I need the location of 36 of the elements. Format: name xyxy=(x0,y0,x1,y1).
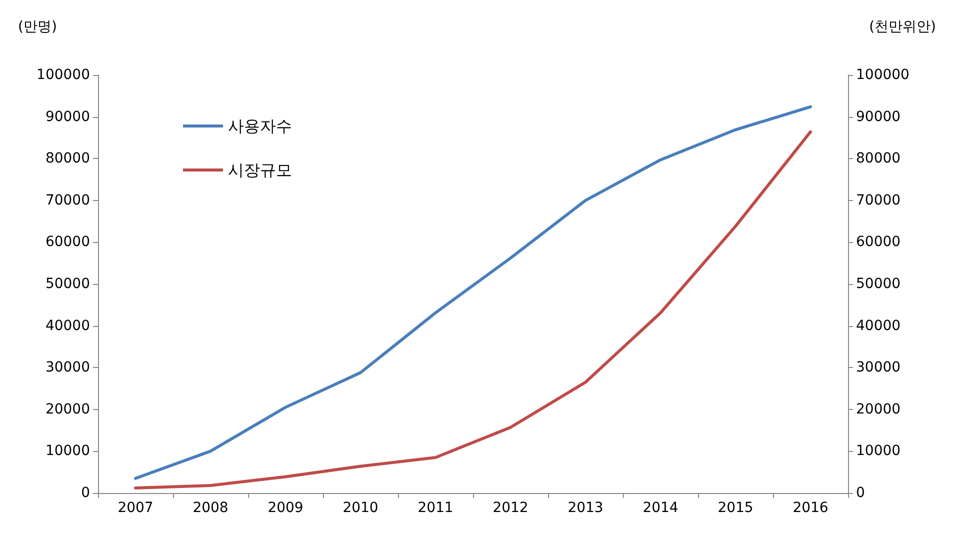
y2-tick-label: 20000 xyxy=(856,401,901,418)
y2-tick-label: 40000 xyxy=(856,318,901,334)
y2-tick-label: 70000 xyxy=(856,192,901,208)
y-tick-label: 10000 xyxy=(45,443,90,460)
x-tick-label: 2011 xyxy=(418,500,454,516)
y2-tick-label: 90000 xyxy=(856,108,901,125)
x-tick-label: 2016 xyxy=(792,500,828,516)
x-tick-label: 2015 xyxy=(718,500,754,516)
x-tick-label: 2012 xyxy=(492,500,528,516)
y2-tick-label: 60000 xyxy=(856,234,901,250)
y-tick-label: 60000 xyxy=(45,234,90,250)
y2-tick-label: 10000 xyxy=(856,443,901,460)
legend-label: 시장규모 xyxy=(228,160,292,180)
y-tick-label: 90000 xyxy=(45,108,90,125)
y-axis-title: (만명) xyxy=(18,19,57,35)
y-tick-label: 40000 xyxy=(45,318,90,334)
y-tick-label: 30000 xyxy=(45,360,90,376)
x-tick-label: 2008 xyxy=(192,500,228,516)
y2-tick-label: 50000 xyxy=(856,276,901,292)
y-tick-label: 20000 xyxy=(45,401,90,418)
x-tick-label: 2013 xyxy=(568,500,604,516)
y2-tick-label: 100000 xyxy=(856,67,910,83)
y-tick-label: 70000 xyxy=(45,192,90,208)
y2-tick-label: 80000 xyxy=(856,150,901,167)
y2-tick-label: 30000 xyxy=(856,360,901,376)
legend-label: 사용자수 xyxy=(228,116,292,136)
y-tick-label: 50000 xyxy=(45,276,90,292)
y-tick-label: 80000 xyxy=(45,150,90,167)
y2-tick-label: 0 xyxy=(856,485,865,501)
x-tick-label: 2009 xyxy=(268,500,304,516)
y2-axis-title: (천만위안) xyxy=(869,19,936,35)
x-tick-label: 2010 xyxy=(342,500,378,516)
x-tick-label: 2014 xyxy=(642,500,678,516)
x-tick-label: 2007 xyxy=(118,500,154,516)
y-tick-label: 100000 xyxy=(36,67,90,83)
y-tick-label: 0 xyxy=(81,485,90,501)
